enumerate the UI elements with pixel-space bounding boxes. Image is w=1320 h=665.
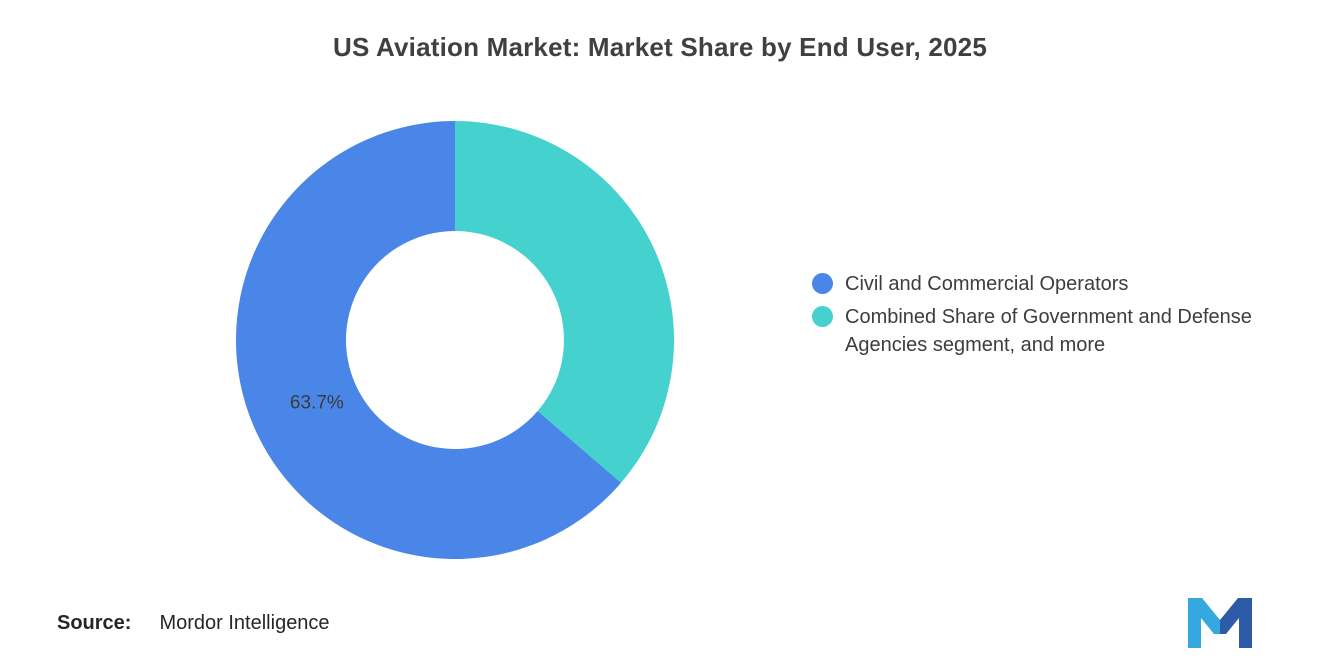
source-name: Mordor Intelligence: [159, 612, 330, 634]
logo-left-shape: [1188, 598, 1220, 648]
legend-item-civil-commercial[interactable]: Civil and Commercial Operators: [812, 270, 1304, 298]
source-row: Source: Mordor Intelligence: [57, 612, 330, 635]
legend: Civil and Commercial Operators Combined …: [812, 270, 1304, 359]
slice-data-label: 63.7%: [290, 392, 344, 413]
logo-right-shape: [1220, 598, 1252, 648]
legend-label-government-defense: Combined Share of Government and Defense…: [845, 306, 1252, 356]
mordor-intelligence-logo: [1188, 598, 1252, 648]
legend-item-government-defense[interactable]: Combined Share of Government and Defense…: [812, 303, 1304, 359]
source-prefix-label: Source:: [57, 612, 132, 634]
chart-title: US Aviation Market: Market Share by End …: [333, 32, 987, 62]
legend-dot-government-defense: [812, 306, 833, 327]
logo-mark-icon: [1188, 598, 1252, 648]
legend-dot-civil-commercial: [812, 273, 833, 294]
donut-slice-1[interactable]: [455, 121, 674, 483]
donut-slice-0[interactable]: [235, 121, 622, 559]
legend-label-civil-commercial: Civil and Commercial Operators: [845, 273, 1129, 295]
